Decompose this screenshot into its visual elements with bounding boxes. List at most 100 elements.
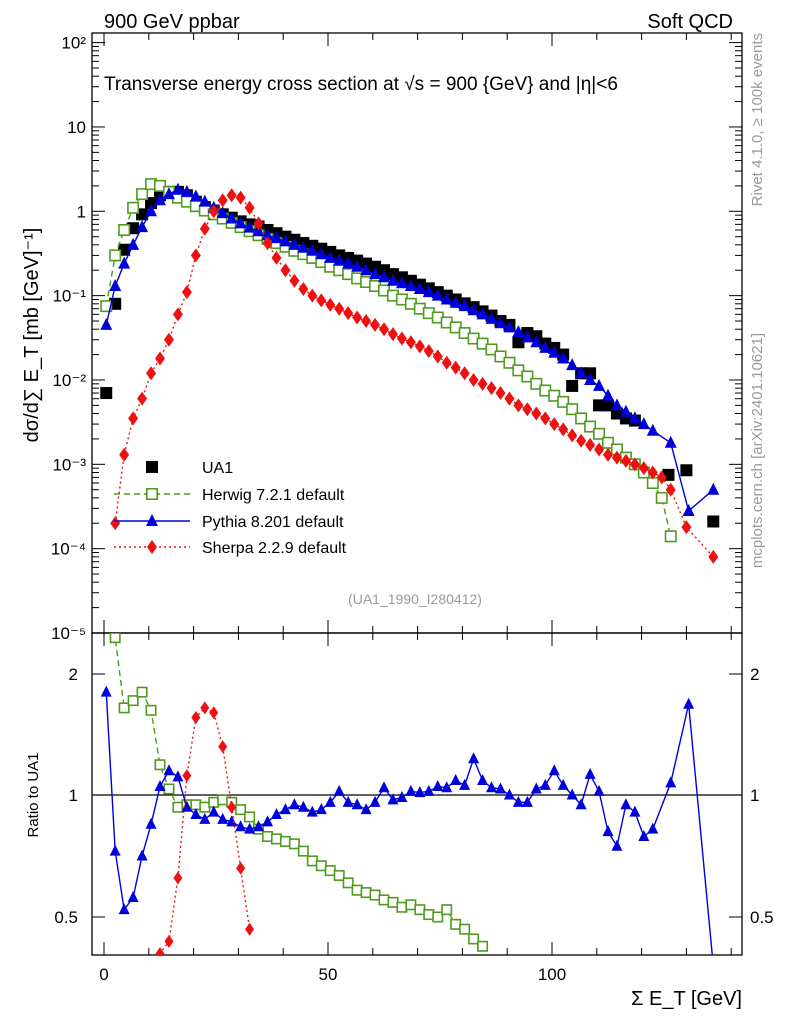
pythia-point <box>118 256 131 269</box>
pythia-point <box>575 798 587 810</box>
sherpa-point <box>370 317 381 332</box>
sherpa-point <box>594 442 605 457</box>
sherpa-point <box>558 422 569 437</box>
herwig-point <box>369 889 381 901</box>
pythia-ratio-line <box>105 692 713 955</box>
pythia-point <box>539 778 551 790</box>
sherpa-point <box>147 959 156 972</box>
pythia-point <box>180 184 193 197</box>
pythia-point <box>306 243 319 256</box>
pythia-point <box>431 288 444 301</box>
herwig-point <box>163 783 175 795</box>
pythia-point <box>629 805 641 817</box>
sherpa-point <box>468 372 479 387</box>
ua1-data-point <box>512 336 525 349</box>
herwig-point <box>575 412 588 425</box>
sherpa-point <box>495 386 506 401</box>
sherpa-point <box>576 433 587 448</box>
pythia-point <box>628 411 641 424</box>
sherpa-point <box>486 381 497 396</box>
sherpa-point <box>190 248 201 263</box>
pythia-point <box>530 782 542 794</box>
herwig-point <box>127 201 140 214</box>
pythia-point <box>647 822 659 834</box>
herwig-point <box>136 686 148 698</box>
pythia-point <box>235 820 247 832</box>
pythia-point <box>315 247 328 260</box>
pythia-point <box>486 781 498 793</box>
sherpa-point <box>244 200 255 215</box>
pythia-point <box>485 311 498 324</box>
pythia-point <box>146 514 158 526</box>
herwig-point <box>441 904 453 916</box>
herwig-point <box>521 370 534 383</box>
pythia-point <box>189 189 202 202</box>
pythia-point <box>548 764 560 776</box>
legend-label: UA1 <box>202 460 233 477</box>
sherpa-point <box>182 769 192 783</box>
herwig-point <box>102 597 111 606</box>
herwig-point <box>217 794 229 806</box>
pythia-point <box>423 784 435 796</box>
sherpa-point <box>585 437 596 452</box>
pythia-point <box>324 250 337 263</box>
herwig-point <box>432 911 444 923</box>
sherpa-point <box>138 972 147 985</box>
sherpa-point <box>343 306 354 321</box>
sherpa-point <box>262 236 273 251</box>
ua1-data-point <box>127 222 140 235</box>
sherpa-point <box>111 1008 120 1021</box>
main-plot-frame <box>91 32 743 634</box>
pythia-point <box>404 279 417 292</box>
pythia-point <box>351 259 364 272</box>
x-tick-label: 0 <box>99 965 108 984</box>
herwig-point <box>378 894 390 906</box>
pythia-point <box>512 325 525 338</box>
pythia-point <box>109 279 122 292</box>
pythia-point <box>351 798 363 810</box>
herwig-point <box>146 487 159 500</box>
herwig-point <box>485 343 498 356</box>
pythia-point <box>584 372 597 385</box>
pythia-point <box>154 780 166 792</box>
ratio-tick-label-left: 1 <box>69 786 78 805</box>
pythia-point <box>548 345 561 358</box>
pythia-point <box>611 839 623 851</box>
herwig-point <box>100 300 113 313</box>
analysis-tag: (UA1_1990_I280412) <box>348 591 482 607</box>
sherpa-point <box>164 934 174 948</box>
herwig-point <box>494 350 507 363</box>
pythia-point <box>288 237 301 250</box>
pythia-point <box>619 404 632 417</box>
pythia-point <box>395 276 408 289</box>
sherpa-point <box>647 465 658 480</box>
herwig-point <box>405 899 417 911</box>
pythia-point <box>405 784 417 796</box>
ratio-tick-label-left: 2 <box>69 665 78 684</box>
pythia-point <box>575 366 588 379</box>
sherpa-point <box>423 344 434 359</box>
pythia-point <box>494 316 507 329</box>
legend-label: Herwig 7.2.1 default <box>202 487 345 504</box>
herwig-point <box>109 249 122 262</box>
pythia-point <box>360 263 373 276</box>
ratio-tick-label-right: 1 <box>750 786 759 805</box>
sherpa-point <box>477 376 488 391</box>
ua1-data-point <box>680 464 693 477</box>
sherpa-point <box>172 307 183 322</box>
herwig-point <box>584 420 597 433</box>
pythia-point <box>638 829 650 841</box>
herwig-point <box>199 801 211 813</box>
pythia-point <box>566 788 578 800</box>
ratio-tick-label-left: 0.5 <box>54 908 78 927</box>
legend-label: Pythia 8.201 default <box>202 514 344 531</box>
pythia-point <box>593 784 605 796</box>
herwig-point <box>548 389 561 402</box>
herwig-point <box>557 395 570 408</box>
y-tick-label: 10⁻³ <box>52 455 86 474</box>
pythia-point <box>181 800 193 812</box>
sherpa-point <box>441 355 452 370</box>
sherpa-point <box>414 339 425 354</box>
pythia-point <box>413 281 426 294</box>
